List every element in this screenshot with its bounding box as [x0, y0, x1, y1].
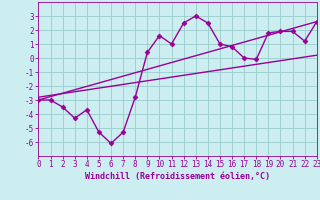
X-axis label: Windchill (Refroidissement éolien,°C): Windchill (Refroidissement éolien,°C): [85, 172, 270, 181]
